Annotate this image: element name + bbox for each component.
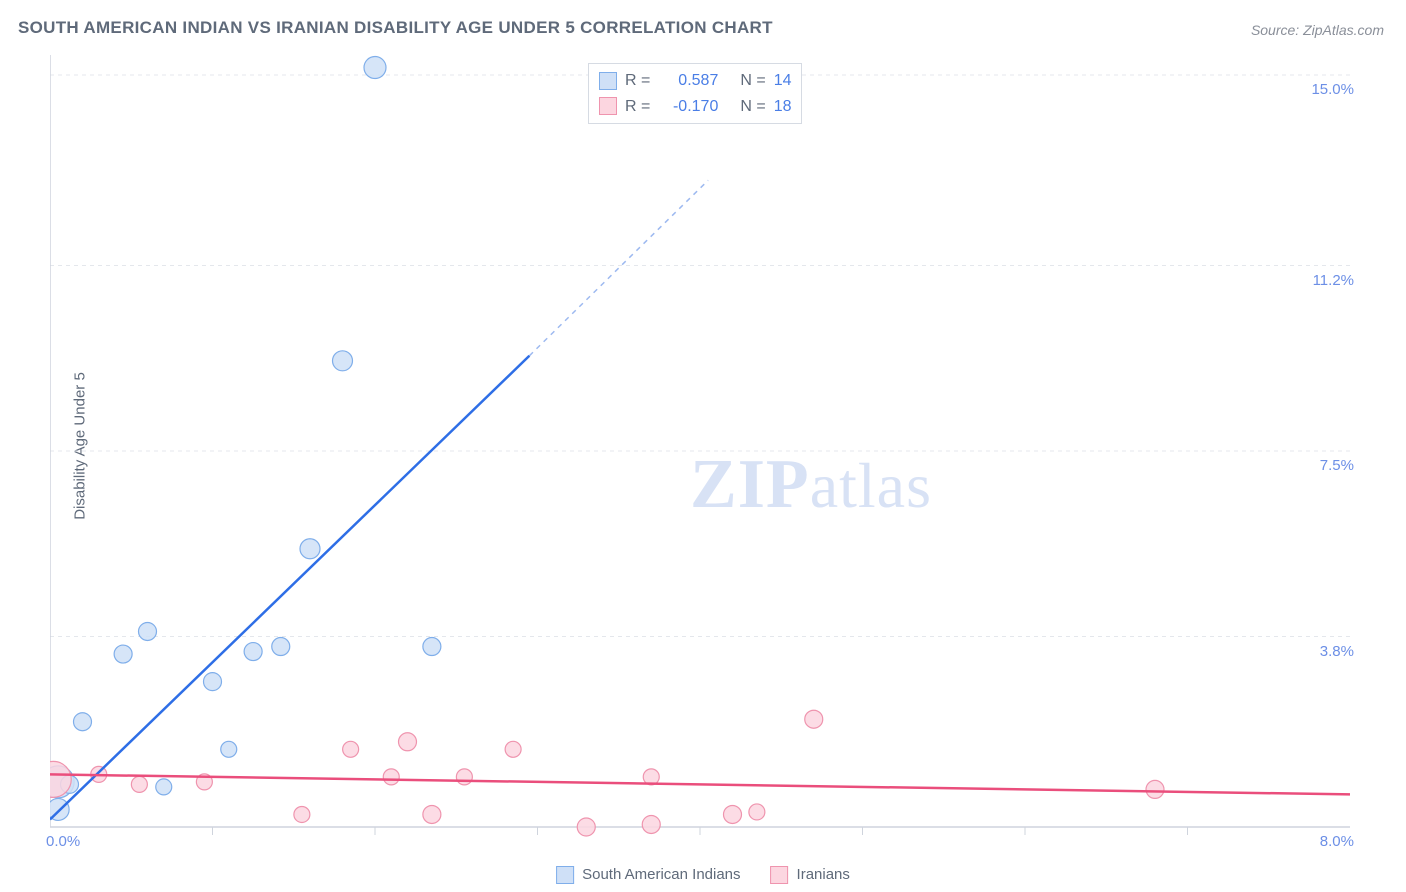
y-tick-label: 11.2% xyxy=(1313,272,1354,289)
legend: South American Indians Iranians xyxy=(556,866,850,884)
y-tick-label: 15.0% xyxy=(1311,81,1354,98)
legend-label: South American Indians xyxy=(582,866,740,883)
stats-n-label: N = xyxy=(740,68,765,94)
stats-n-value: 14 xyxy=(774,68,792,94)
series-swatch xyxy=(599,72,617,90)
scatter-chart-svg xyxy=(50,55,1350,845)
stats-n-value: 18 xyxy=(774,94,792,120)
stats-row: R = 0.587 N = 14 xyxy=(599,68,791,94)
chart-area: ZIPatlas R =0.587N =14R =-0.170N =18 3.8… xyxy=(50,55,1350,845)
legend-item: South American Indians xyxy=(556,866,740,884)
legend-item: Iranians xyxy=(771,866,850,884)
stats-r-value: -0.170 xyxy=(658,94,718,120)
stats-row: R = -0.170 N = 18 xyxy=(599,94,791,120)
stats-r-label: R = xyxy=(625,94,650,120)
source-attribution: Source: ZipAtlas.com xyxy=(1251,22,1384,38)
series-swatch xyxy=(599,97,617,115)
x-tick-label: 8.0% xyxy=(1320,833,1354,850)
chart-title: SOUTH AMERICAN INDIAN VS IRANIAN DISABIL… xyxy=(18,18,773,38)
correlation-stats-box: R = 0.587 N = 14 R = -0.170 N = 18 xyxy=(588,63,802,124)
legend-swatch xyxy=(771,866,789,884)
stats-r-value: 0.587 xyxy=(658,68,718,94)
x-tick-label: 0.0% xyxy=(46,833,80,850)
legend-label: Iranians xyxy=(797,866,850,883)
y-tick-label: 7.5% xyxy=(1320,457,1354,474)
stats-r-label: R = xyxy=(625,68,650,94)
y-tick-label: 3.8% xyxy=(1320,643,1354,660)
legend-swatch xyxy=(556,866,574,884)
stats-n-label: N = xyxy=(740,94,765,120)
